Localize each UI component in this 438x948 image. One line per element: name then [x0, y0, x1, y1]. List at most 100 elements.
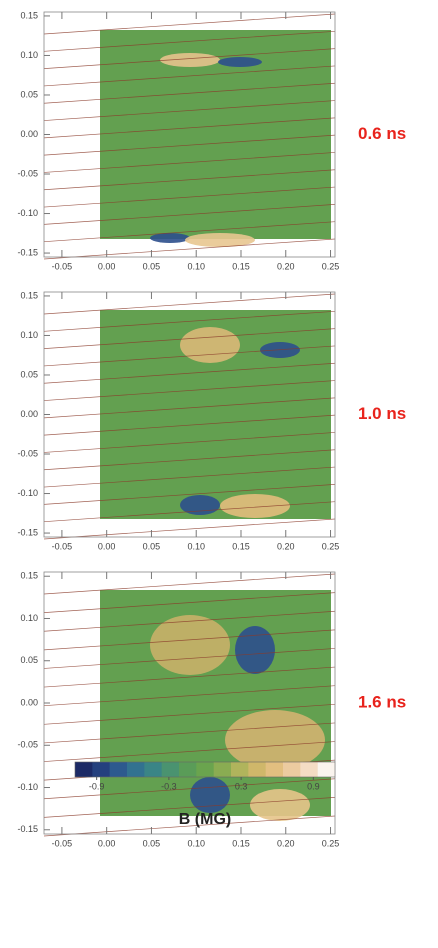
x-tick-label: 0.20 — [277, 261, 295, 271]
y-tick-label: -0.05 — [17, 448, 38, 458]
x-tick-label: -0.05 — [52, 541, 73, 551]
probe-line — [43, 414, 336, 436]
x-tick-label: 0.05 — [143, 838, 161, 848]
field-feature — [180, 327, 240, 363]
probe-line — [43, 345, 336, 367]
field-feature — [150, 615, 230, 675]
probe-line — [43, 648, 336, 669]
time-label: 1.6 ns — [358, 692, 406, 711]
field-feature — [220, 494, 290, 518]
colorbar-swatch — [213, 762, 232, 777]
probe-line — [43, 30, 336, 52]
probe-line — [43, 815, 336, 837]
colorbar-swatch — [283, 762, 301, 777]
y-tick-label: 0.05 — [20, 369, 38, 379]
probe-line — [43, 380, 336, 401]
colorbar-swatch — [317, 762, 336, 777]
colorbar-swatch — [179, 762, 197, 777]
y-tick-label: -0.15 — [17, 247, 38, 257]
y-tick-label: 0.05 — [20, 89, 38, 99]
field-feature — [250, 789, 310, 821]
y-tick-label: -0.10 — [17, 488, 38, 498]
probe-line — [43, 484, 336, 505]
probe-line — [43, 13, 336, 35]
field-feature — [225, 710, 325, 770]
x-tick-label: 0.00 — [98, 541, 116, 551]
field-feature — [218, 57, 262, 67]
x-tick-label: 0.10 — [187, 838, 205, 848]
probe-line — [43, 362, 336, 384]
heatmap-image — [100, 30, 331, 239]
probe-line — [43, 629, 336, 651]
x-tick-label: 0.20 — [277, 838, 295, 848]
probe-line — [43, 685, 336, 707]
probe-line — [43, 501, 336, 523]
time-label: 0.6 ns — [358, 124, 406, 143]
probe-line — [43, 703, 336, 725]
colorbar-tick-label: -0.9 — [89, 781, 105, 791]
probe-line — [43, 432, 336, 453]
probe-line — [43, 221, 336, 243]
y-tick-label: 0.00 — [20, 409, 38, 419]
field-feature — [160, 53, 220, 67]
x-tick-label: 0.00 — [98, 261, 116, 271]
field-feature — [235, 626, 275, 674]
colorbar-frame — [74, 761, 336, 778]
y-tick-label: 0.10 — [20, 50, 38, 60]
y-tick-label: 0.05 — [20, 655, 38, 665]
x-tick-label: 0.15 — [232, 838, 250, 848]
probe-line — [43, 518, 336, 540]
probe-line — [43, 573, 336, 595]
x-tick-label: 0.25 — [322, 261, 340, 271]
probe-line — [43, 152, 336, 173]
probe-line — [43, 204, 336, 225]
probe-line — [43, 449, 336, 471]
y-tick-label: 0.10 — [20, 613, 38, 623]
probe-line — [43, 65, 336, 87]
probe-line — [43, 778, 336, 800]
x-tick-label: 0.05 — [143, 261, 161, 271]
probe-line — [43, 117, 336, 139]
probe-line — [43, 48, 336, 69]
probe-line — [43, 100, 336, 121]
y-tick-label: -0.05 — [17, 168, 38, 178]
y-tick-label: 0.00 — [20, 129, 38, 139]
field-feature — [185, 233, 255, 247]
x-tick-label: 0.15 — [232, 261, 250, 271]
colorbar-tick-label: 0.3 — [235, 781, 248, 791]
colorbar-swatch — [109, 762, 128, 777]
probe-line — [43, 797, 336, 818]
x-tick-label: 0.25 — [322, 541, 340, 551]
probe-line — [43, 592, 336, 613]
colorbar-swatch — [231, 762, 249, 777]
colorbar-swatch — [300, 762, 318, 777]
probe-line — [43, 238, 336, 260]
colorbar-swatch — [75, 762, 93, 777]
colorbar-swatch — [248, 762, 266, 777]
x-tick-label: 0.15 — [232, 541, 250, 551]
y-tick-label: 0.10 — [20, 330, 38, 340]
panel: 0.15 0.10 0.05 0.00 -0.05 -0.10 -0.15 -0.05 0.00… — [17, 571, 406, 849]
y-tick-label: 0.15 — [20, 571, 38, 581]
probe-line — [43, 310, 336, 332]
colorbar-tick-label: 0.9 — [307, 781, 320, 791]
probe-line — [43, 169, 336, 191]
probe-line — [43, 293, 336, 315]
x-tick-label: -0.05 — [52, 261, 73, 271]
probe-line — [43, 134, 336, 156]
y-tick-label: -0.05 — [17, 740, 38, 750]
probe-line — [43, 82, 336, 104]
colorbar-swatch — [196, 762, 214, 777]
colorbar-swatch — [161, 762, 180, 777]
probe-line — [43, 397, 336, 419]
probe-line — [43, 666, 336, 688]
field-feature — [190, 777, 230, 813]
field-feature — [150, 233, 190, 243]
y-tick-label: 0.15 — [20, 290, 38, 300]
y-tick-label: -0.15 — [17, 824, 38, 834]
probe-line — [43, 328, 336, 349]
y-tick-label: -0.10 — [17, 782, 38, 792]
x-tick-label: -0.05 — [52, 838, 73, 848]
panel: 0.15 0.10 0.05 0.00 -0.05 -0.10 -0.15 -0.05 0.00… — [17, 290, 406, 551]
